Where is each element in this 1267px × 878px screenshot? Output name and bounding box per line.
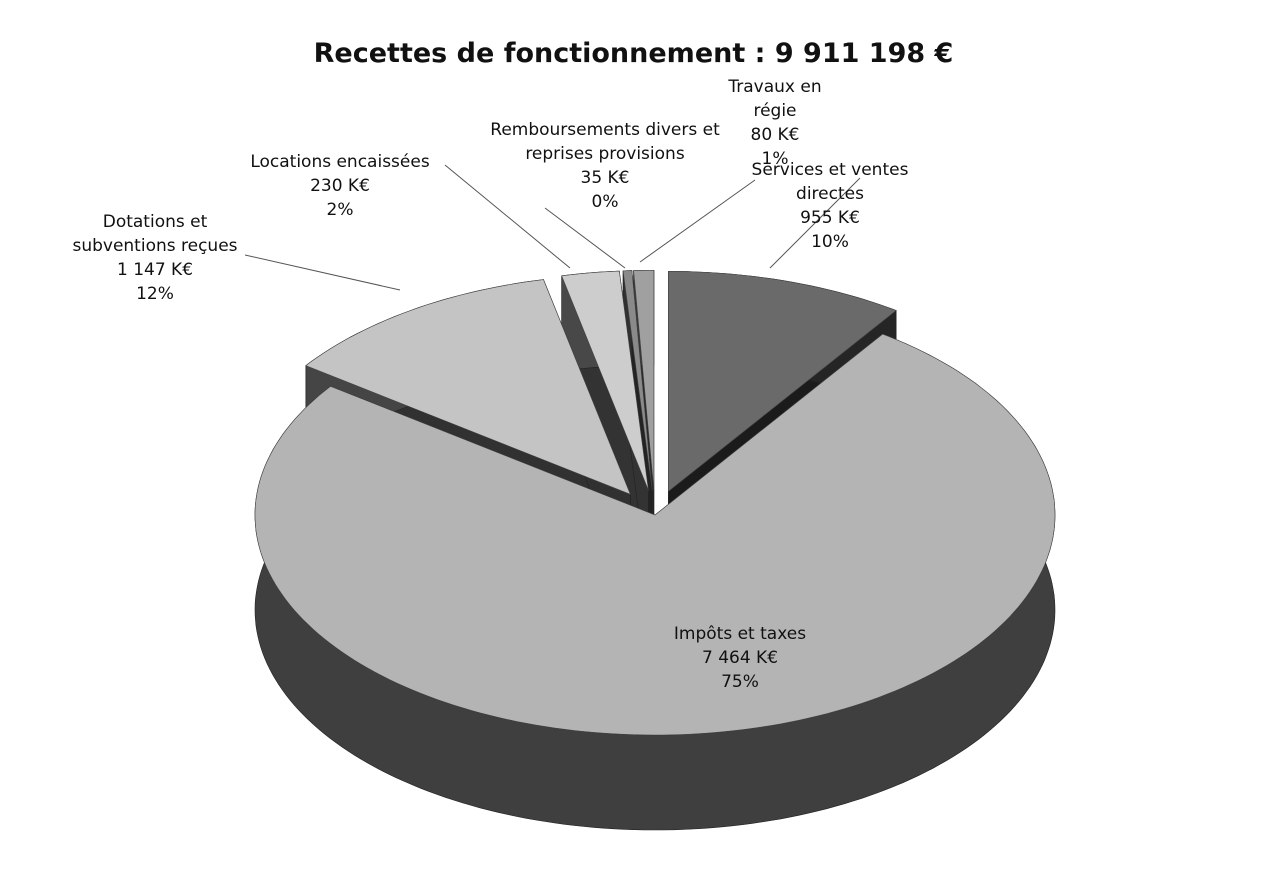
leader-line <box>544 207 626 269</box>
data-label: Locations encaissées 230 K€ 2% <box>230 150 450 222</box>
label-value: 230 K€ <box>310 176 370 196</box>
slice <box>633 269 655 491</box>
slice <box>254 333 1056 736</box>
label-name: Locations encaissées <box>250 152 430 172</box>
leader-line <box>769 177 861 269</box>
chart-title: Recettes de fonctionnement : 9 911 198 € <box>313 38 954 69</box>
data-label: Dotations et subventions reçues 1 147 K€ 1… <box>55 210 255 306</box>
label-percent: 12% <box>136 284 174 304</box>
slice <box>305 279 631 495</box>
label-value: 955 K€ <box>800 208 860 228</box>
label-percent: 1% <box>761 149 789 169</box>
data-label: Remboursements divers et reprises provis… <box>480 118 730 214</box>
label-value: 1 147 K€ <box>116 260 194 280</box>
label-percent: 10% <box>811 232 849 252</box>
label-value: 35 K€ <box>580 168 630 188</box>
label-name: Services et ventes directes <box>751 160 909 204</box>
label-name: Dotations et subventions reçues <box>72 212 238 256</box>
data-label: Travaux en régie 80 K€ 1% <box>720 75 830 171</box>
leader-line <box>244 254 401 291</box>
label-value: 80 K€ <box>750 125 800 145</box>
slice <box>622 270 653 491</box>
label-name: Travaux en régie <box>728 77 822 121</box>
data-label: Services et ventes directes 955 K€ 10% <box>745 158 915 254</box>
label-value: 7 464 K€ <box>701 648 779 668</box>
label-name: Impôts et taxes <box>673 624 807 644</box>
label-percent: 0% <box>591 192 619 212</box>
leader-line <box>444 164 571 269</box>
slice <box>668 271 897 493</box>
label-name: Remboursements divers et reprises provis… <box>490 120 720 164</box>
leader-line <box>639 179 756 263</box>
slice <box>561 270 649 491</box>
label-percent: 75% <box>721 672 759 692</box>
label-percent: 2% <box>326 200 354 220</box>
data-label: Impôts et taxes 7 464 K€ 75% <box>660 622 820 694</box>
